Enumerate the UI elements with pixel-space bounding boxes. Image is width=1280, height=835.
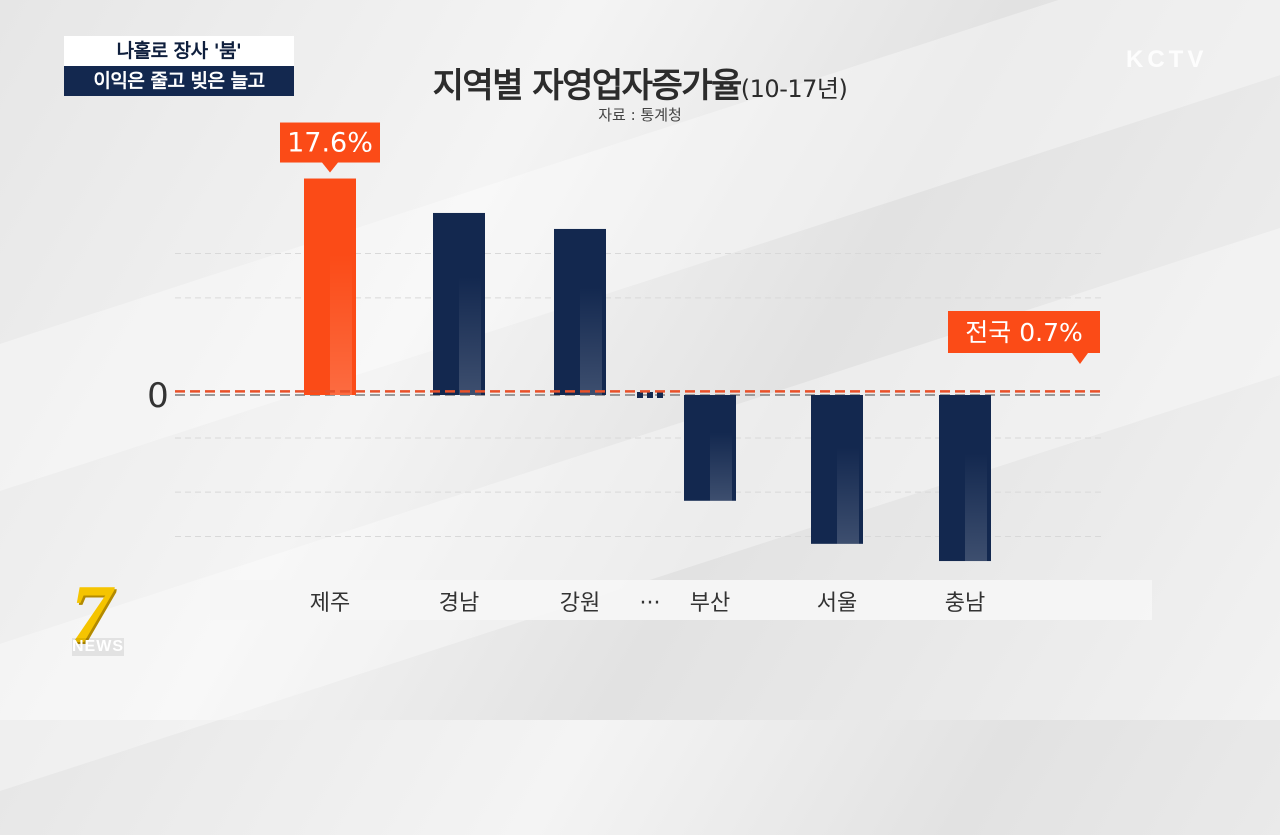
highlight-label-pointer — [322, 162, 338, 173]
chart-title-main: 지역별 자영업자증가율 — [432, 66, 743, 106]
news7-text: NEWS — [72, 638, 124, 656]
bar-chart: 0 제주 경남 강원 ··· 부산 서울 충남 17.6% 전국 0.7% — [147, 122, 1152, 620]
category-label: 서울 — [817, 591, 857, 616]
national-label-pointer — [1072, 353, 1088, 364]
chart-title-period: (10-17년) — [740, 75, 848, 103]
ellipsis-dot — [637, 392, 643, 398]
chart-title: 지역별 자영업자증가율(10-17년) — [380, 58, 900, 107]
category-band — [210, 580, 1152, 620]
category-label: 충남 — [945, 591, 985, 616]
bar-sheen — [965, 453, 987, 562]
ellipsis-dot — [657, 392, 663, 398]
kctv-logo: KCTV — [1126, 46, 1208, 73]
bar-sheen — [459, 276, 481, 395]
y-tick-label-zero: 0 — [147, 376, 169, 416]
caption-line-1: 나홀로 장사 '붐' — [64, 36, 294, 66]
caption-line-2: 이익은 줄고 빚은 늘고 — [64, 66, 294, 96]
news7-logo: 7 NEWS — [64, 568, 156, 664]
ellipsis-dot — [647, 392, 653, 398]
chart-source: 자료 : 통계청 — [598, 106, 682, 124]
highlight-label-box — [280, 122, 380, 163]
highlight-value-label: 17.6% — [287, 128, 373, 159]
category-label: 부산 — [690, 591, 730, 616]
news-caption: 나홀로 장사 '붐' 이익은 줄고 빚은 늘고 — [64, 36, 294, 96]
bar-sheen — [710, 432, 732, 501]
category-label: 제주 — [310, 591, 350, 616]
national-label-box — [948, 311, 1100, 353]
category-label: 강원 — [560, 591, 600, 616]
national-average-label: 전국 0.7% — [965, 318, 1082, 347]
bar-sheen — [837, 447, 859, 544]
category-label: ··· — [640, 591, 661, 616]
news7-number: 7 — [70, 568, 112, 661]
category-label: 경남 — [439, 591, 479, 616]
bar-sheen — [330, 254, 352, 395]
bar-sheen — [580, 287, 602, 395]
